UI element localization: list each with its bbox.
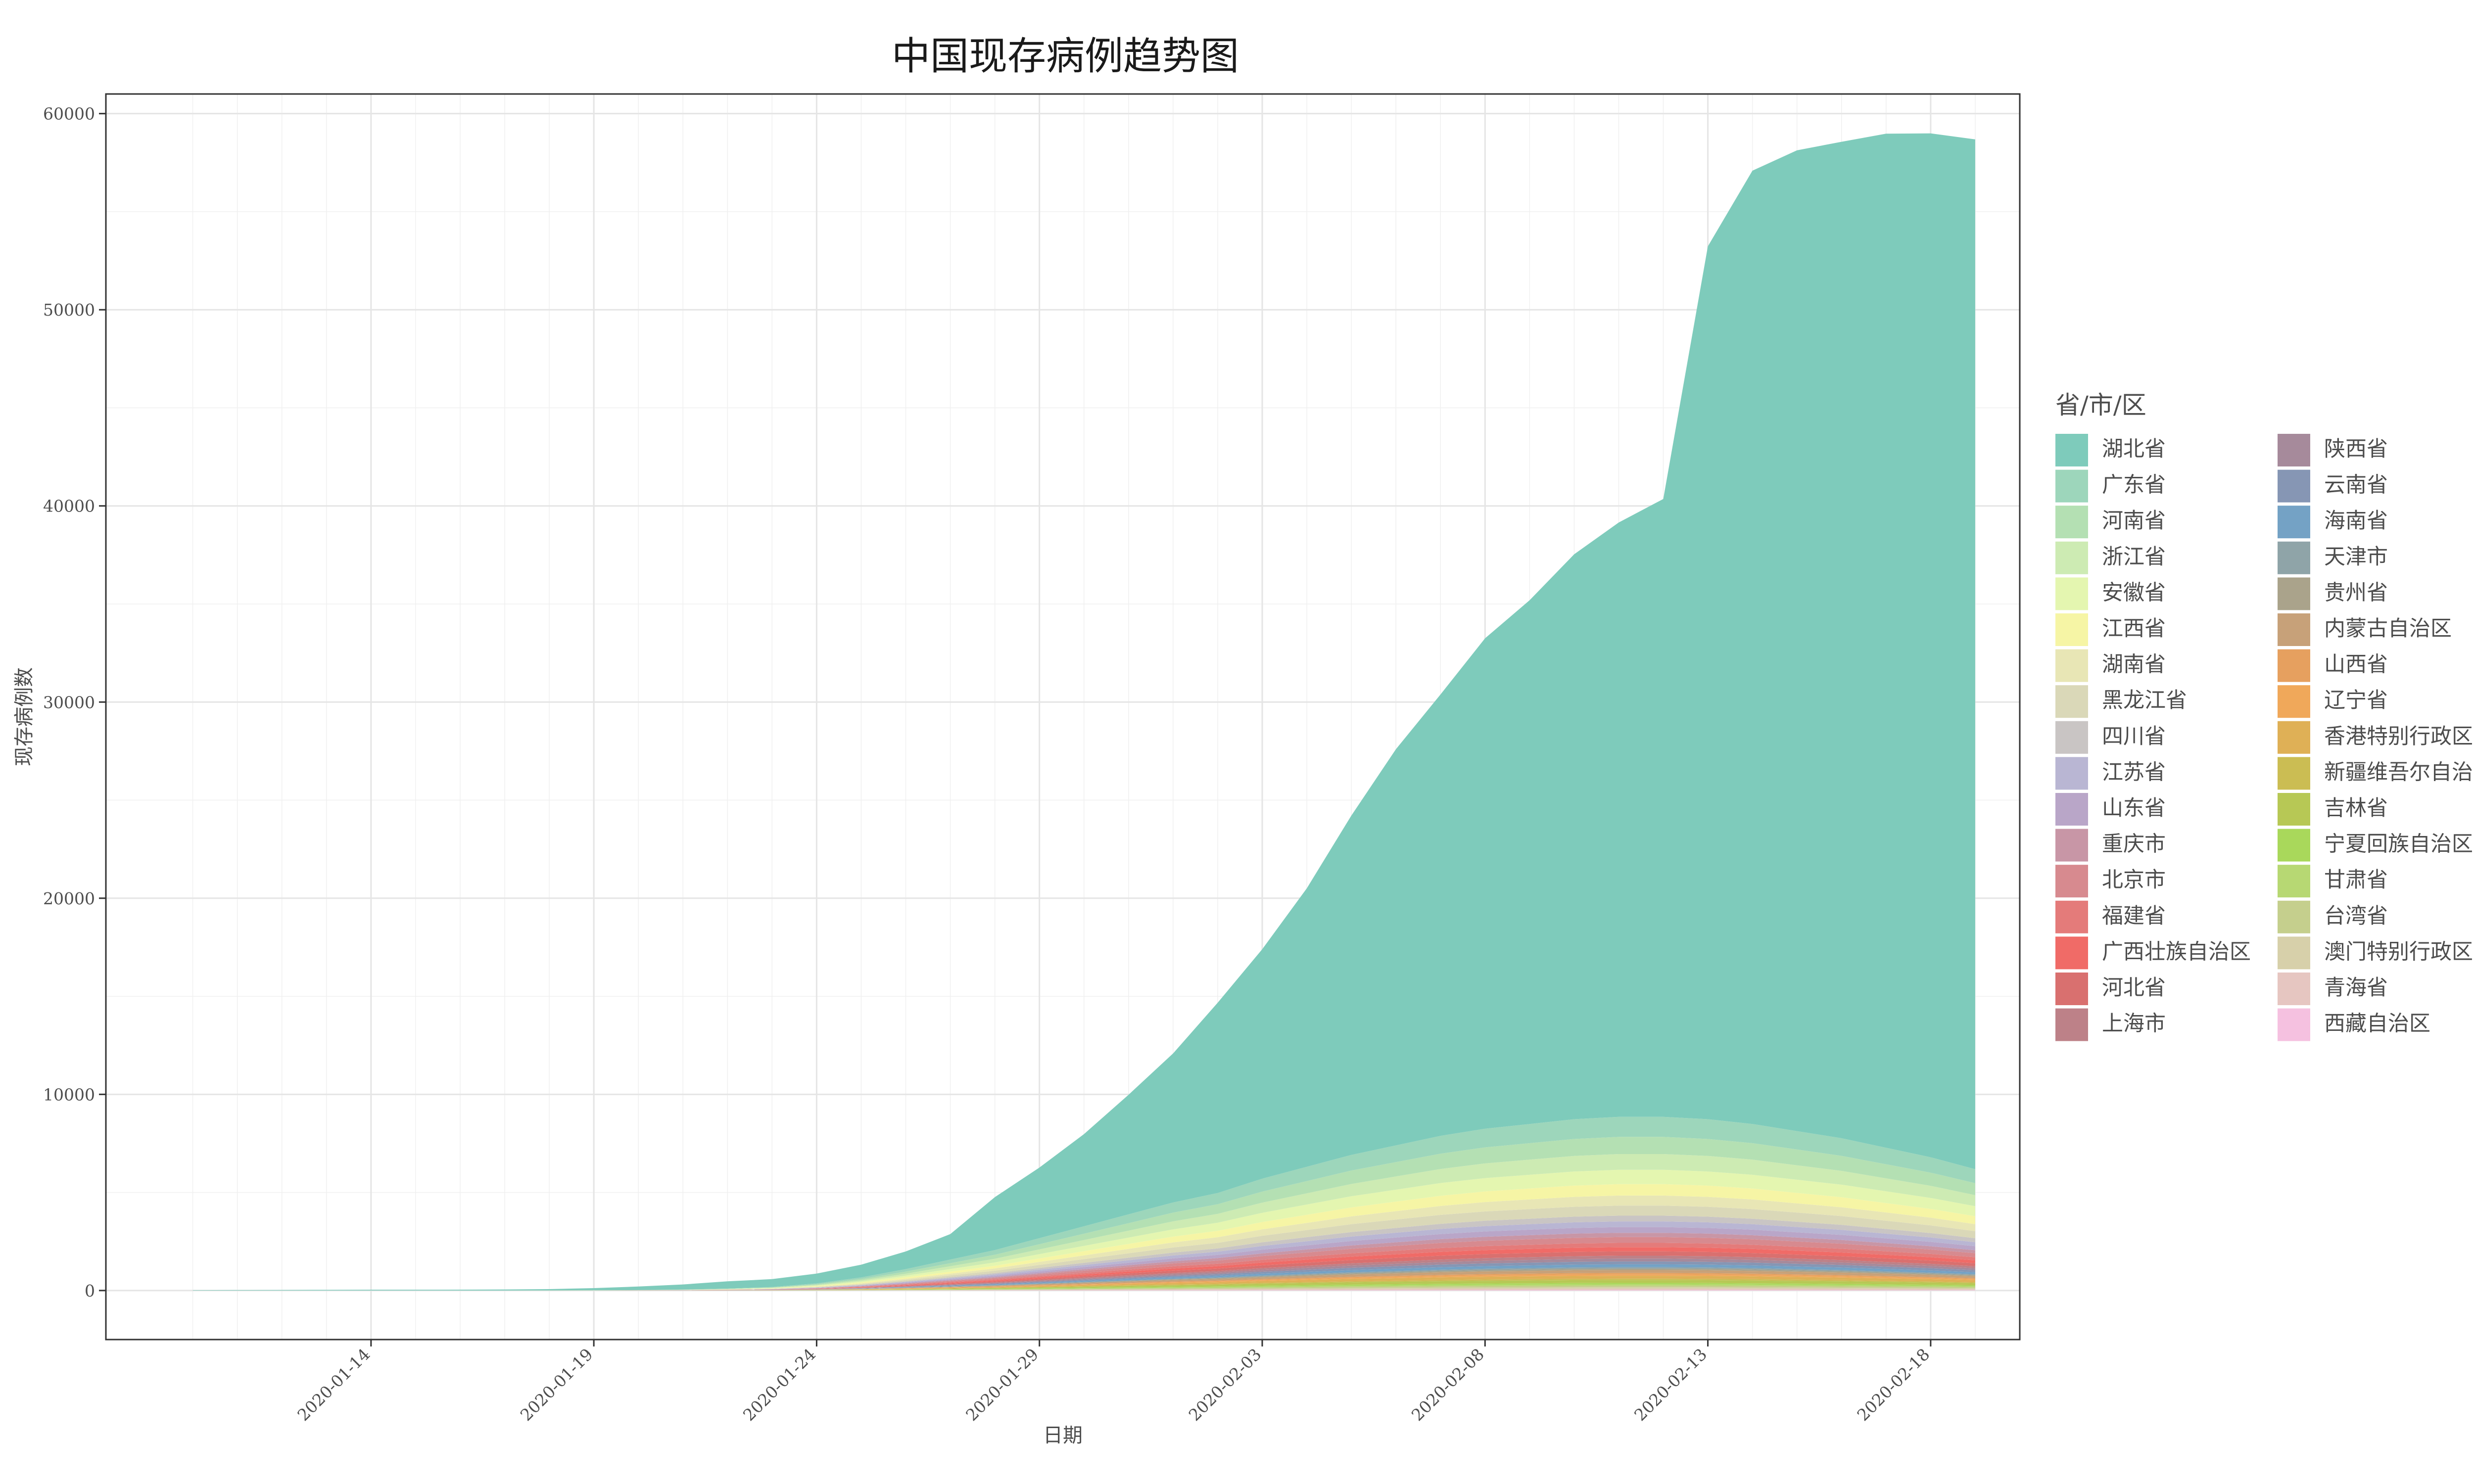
legend-label: 新疆维吾尔自治区 xyxy=(2324,760,2474,785)
legend-label: 青海省 xyxy=(2324,975,2388,1000)
legend-swatch xyxy=(2278,865,2310,897)
y-tick-label: 50000 xyxy=(43,300,95,320)
legend-swatch xyxy=(2055,577,2088,610)
legend-swatch xyxy=(2278,721,2310,754)
legend-label: 贵州省 xyxy=(2324,580,2388,605)
plot-area xyxy=(106,94,2020,1340)
y-tick-label: 20000 xyxy=(43,889,95,908)
y-tick-label: 0 xyxy=(85,1281,95,1300)
legend-label: 陕西省 xyxy=(2324,437,2388,462)
legend-label: 台湾省 xyxy=(2324,904,2388,928)
y-tick-label: 30000 xyxy=(43,693,95,712)
legend-label: 宁夏回族自治区 xyxy=(2324,832,2473,857)
legend-label: 吉林省 xyxy=(2324,796,2388,821)
legend-swatch xyxy=(2055,901,2088,933)
chart-title: 中国现存病例趋势图 xyxy=(892,34,1239,79)
legend-swatch xyxy=(2278,685,2310,718)
legend-swatch xyxy=(2278,936,2310,969)
legend-label: 广东省 xyxy=(2102,473,2166,498)
legend-label: 安徽省 xyxy=(2102,580,2166,605)
legend-swatch xyxy=(2278,1009,2310,1041)
legend-label: 香港特别行政区 xyxy=(2324,724,2473,749)
legend-swatch xyxy=(2278,542,2310,574)
legend-swatch xyxy=(2055,721,2088,754)
legend-label: 澳门特别行政区 xyxy=(2324,939,2473,964)
legend-label: 广西壮族自治区 xyxy=(2102,939,2251,964)
legend-label: 湖北省 xyxy=(2102,437,2166,462)
legend-label: 海南省 xyxy=(2324,509,2388,533)
legend-swatch xyxy=(2278,434,2310,466)
legend-swatch xyxy=(2055,865,2088,897)
legend-swatch xyxy=(2278,901,2310,933)
legend-swatch xyxy=(2055,793,2088,826)
legend-label: 江苏省 xyxy=(2102,760,2166,785)
legend-label: 四川省 xyxy=(2102,724,2166,749)
legend-label: 内蒙古自治区 xyxy=(2324,616,2452,641)
y-tick-label: 40000 xyxy=(43,497,95,516)
legend-swatch xyxy=(2055,506,2088,538)
legend-label: 重庆市 xyxy=(2102,832,2166,857)
legend-label: 天津市 xyxy=(2324,545,2388,569)
legend-swatch xyxy=(2055,685,2088,718)
legend-label: 浙江省 xyxy=(2102,545,2166,569)
y-tick-label: 60000 xyxy=(43,104,95,124)
legend-label: 云南省 xyxy=(2324,473,2388,498)
legend-label: 辽宁省 xyxy=(2324,688,2388,713)
legend-label: 山东省 xyxy=(2102,796,2166,821)
legend-label: 黑龙江省 xyxy=(2102,688,2187,713)
legend-swatch xyxy=(2055,434,2088,466)
legend-title: 省/市/区 xyxy=(2055,391,2146,419)
legend-swatch xyxy=(2055,613,2088,646)
legend-swatch xyxy=(2278,973,2310,1005)
legend-swatch xyxy=(2278,829,2310,862)
legend-label: 西藏自治区 xyxy=(2324,1012,2430,1036)
legend-swatch xyxy=(2055,542,2088,574)
legend-swatch xyxy=(2278,649,2310,682)
legend-swatch xyxy=(2278,757,2310,789)
y-axis-label: 现存病例数 xyxy=(13,667,36,766)
legend-swatch xyxy=(2055,936,2088,969)
legend-swatch xyxy=(2278,793,2310,826)
legend-swatch xyxy=(2055,973,2088,1005)
legend-swatch xyxy=(2055,757,2088,789)
legend-swatch xyxy=(2055,470,2088,503)
legend-swatch xyxy=(2278,577,2310,610)
y-tick-label: 10000 xyxy=(43,1085,95,1104)
legend-label: 河北省 xyxy=(2102,975,2166,1000)
legend-label: 江西省 xyxy=(2102,616,2166,641)
legend-label: 福建省 xyxy=(2102,904,2166,928)
legend-label: 上海市 xyxy=(2102,1012,2166,1036)
legend-swatch xyxy=(2055,649,2088,682)
legend-label: 湖南省 xyxy=(2102,652,2166,677)
legend-swatch xyxy=(2278,613,2310,646)
legend-swatch xyxy=(2278,506,2310,538)
legend-swatch xyxy=(2278,470,2310,503)
legend-label: 北京市 xyxy=(2102,868,2166,892)
legend-swatch xyxy=(2055,829,2088,862)
x-axis-label: 日期 xyxy=(1043,1424,1083,1447)
legend-label: 山西省 xyxy=(2324,652,2388,677)
legend-label: 河南省 xyxy=(2102,509,2166,533)
legend-swatch xyxy=(2055,1009,2088,1041)
legend-label: 甘肃省 xyxy=(2324,868,2388,892)
